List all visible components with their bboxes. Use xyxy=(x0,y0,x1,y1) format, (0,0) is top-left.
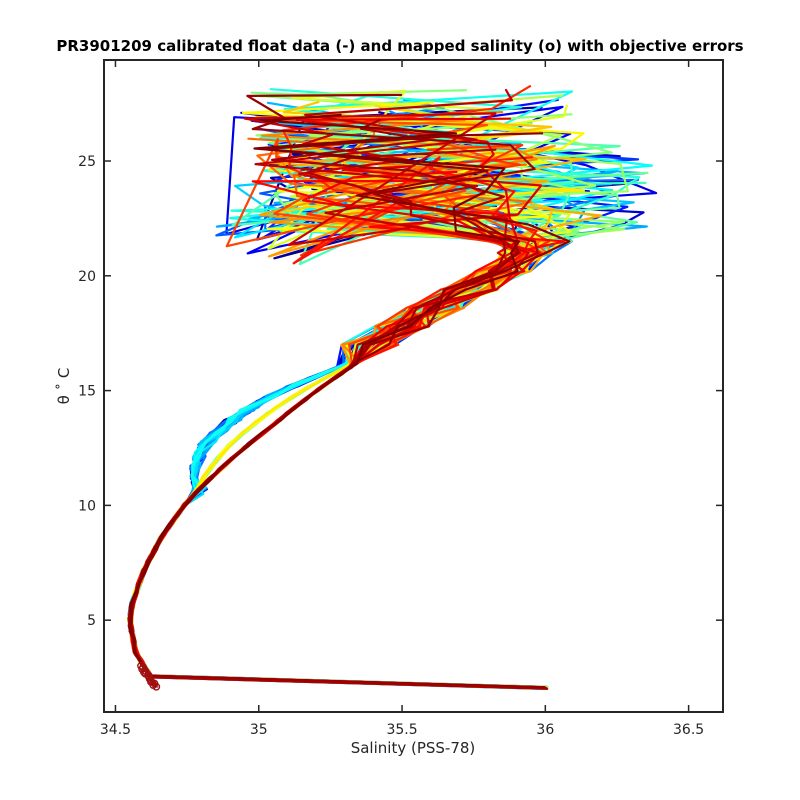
axes-frame xyxy=(103,59,724,713)
plot-area xyxy=(103,59,724,713)
y-tick-label: 20 xyxy=(78,269,96,285)
x-tick-label: 35.5 xyxy=(386,722,417,738)
chart-title: PR3901209 calibrated float data (-) and … xyxy=(56,37,743,55)
profile-line-79 xyxy=(129,132,571,686)
y-tick-label: 5 xyxy=(87,613,96,629)
y-tick-label: 10 xyxy=(78,498,96,514)
y-tick-label: 25 xyxy=(78,154,96,170)
mapped-salinity-marker xyxy=(139,663,147,672)
x-tick-label: 34.5 xyxy=(100,722,131,738)
y-tick-label: 15 xyxy=(78,384,96,400)
y-axis: 5 10 15 20 25 xyxy=(78,154,723,629)
mapped-salinity-marker xyxy=(137,662,145,670)
y-axis-label: θ ˚ C xyxy=(55,368,73,405)
x-tick-label: 36.5 xyxy=(673,722,704,738)
x-axis-label: Salinity (PSS-78) xyxy=(351,739,476,757)
profiles-layer xyxy=(126,85,658,690)
x-tick-label: 35 xyxy=(250,722,268,738)
profile-line-80 xyxy=(128,113,521,687)
x-tick-label: 36 xyxy=(536,722,554,738)
mapped-salinity-markers xyxy=(137,662,161,691)
x-axis: 34.5 35 35.5 36 36.5 xyxy=(100,60,704,738)
